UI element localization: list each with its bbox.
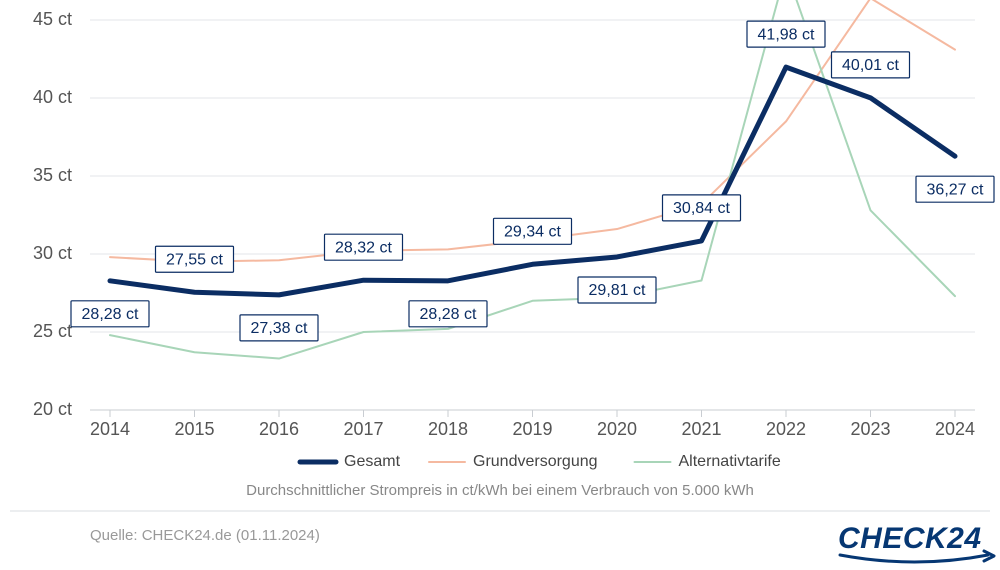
legend-label: Grundversorgung: [473, 453, 598, 470]
x-tick-label: 2024: [935, 419, 975, 439]
x-tick-label: 2020: [597, 419, 637, 439]
x-tick-label: 2018: [428, 419, 468, 439]
x-tick-label: 2023: [850, 419, 890, 439]
chart-subtitle: Durchschnittlicher Strompreis in ct/kWh …: [246, 482, 754, 499]
y-tick-label: 45 ct: [33, 9, 72, 29]
data-label-text: 27,55 ct: [166, 251, 223, 268]
y-tick-label: 40 ct: [33, 87, 72, 107]
x-tick-label: 2021: [681, 419, 721, 439]
chart-svg: 20 ct 25 ct 30 ct 35 ct 40 ct 45 ct 2014 2015 20…: [0, 0, 1000, 570]
x-tick-label: 2014: [90, 419, 130, 439]
source-label: Quelle: CHECK24.de (01.11.2024): [90, 527, 320, 544]
data-label-text: 28,32 ct: [335, 239, 392, 256]
x-tick-label: 2019: [512, 419, 552, 439]
data-label-text: 28,28 ct: [82, 306, 139, 323]
legend: Gesamt Grundversorgung Alternativtarife: [300, 453, 781, 470]
data-label-text: 30,84 ct: [673, 200, 730, 217]
legend-label: Gesamt: [344, 453, 401, 470]
x-tick-label: 2016: [259, 419, 299, 439]
data-label-text: 40,01 ct: [842, 57, 899, 74]
y-tick-label: 30 ct: [33, 243, 72, 263]
chart-container: 20 ct 25 ct 30 ct 35 ct 40 ct 45 ct 2014 2015 20…: [0, 0, 1000, 570]
legend-label: Alternativtarife: [679, 453, 781, 470]
brand-logo: CHECK24: [838, 522, 994, 562]
x-tick-label: 2017: [343, 419, 383, 439]
x-tick-label: 2022: [766, 419, 806, 439]
data-label-text: 29,34 ct: [504, 224, 561, 241]
brand-logo-swoosh: [840, 555, 988, 562]
y-tick-label: 35 ct: [33, 165, 72, 185]
data-label-text: 36,27 ct: [927, 181, 984, 198]
data-label-text: 28,28 ct: [420, 306, 477, 323]
y-tick-label: 25 ct: [33, 321, 72, 341]
series-alternativtarife: [110, 0, 955, 359]
data-label-text: 29,81 ct: [589, 282, 646, 299]
data-label-text: 27,38 ct: [251, 320, 308, 337]
y-tick-label: 20 ct: [33, 399, 72, 419]
x-tick-label: 2015: [174, 419, 214, 439]
brand-logo-text: CHECK24: [838, 522, 982, 555]
data-label-text: 41,98 ct: [758, 26, 815, 43]
